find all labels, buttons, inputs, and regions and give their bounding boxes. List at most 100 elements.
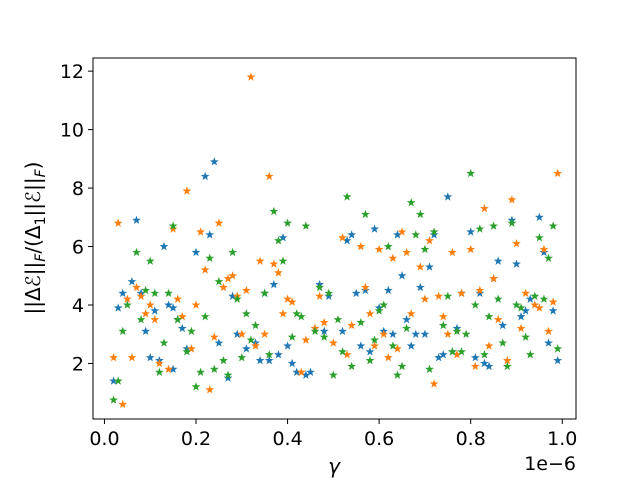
data-point xyxy=(544,326,553,336)
data-point xyxy=(484,341,494,350)
data-point xyxy=(521,306,531,315)
x-offset-label: 1e−6 xyxy=(524,453,576,475)
data-point xyxy=(283,294,292,303)
data-point xyxy=(168,221,178,230)
data-point xyxy=(278,233,288,242)
data-point xyxy=(438,320,448,330)
data-point xyxy=(187,326,196,336)
data-point xyxy=(260,288,270,298)
data-point xyxy=(512,239,521,248)
data-point xyxy=(502,361,512,371)
data-point xyxy=(168,303,178,312)
data-point xyxy=(237,329,247,338)
data-point xyxy=(466,244,476,254)
data-point xyxy=(553,344,563,353)
data-point xyxy=(251,320,260,330)
data-point xyxy=(425,262,434,271)
data-point xyxy=(443,329,453,338)
data-point xyxy=(397,361,407,371)
data-point xyxy=(393,344,402,353)
data-point xyxy=(109,376,118,385)
data-point xyxy=(425,364,434,374)
data-point xyxy=(274,268,283,277)
data-point xyxy=(370,335,379,344)
data-point xyxy=(443,192,453,201)
data-point xyxy=(209,332,219,341)
x-tick-label: 1.0 xyxy=(547,428,577,450)
data-point xyxy=(319,332,329,341)
data-point xyxy=(269,259,279,268)
data-point xyxy=(516,303,526,312)
data-point xyxy=(338,233,347,242)
data-point xyxy=(319,317,329,327)
data-point xyxy=(196,367,205,376)
data-point xyxy=(228,291,238,300)
data-point xyxy=(356,317,366,327)
data-point xyxy=(351,288,361,298)
data-point xyxy=(539,294,549,303)
y-tick-label: 12 xyxy=(60,61,84,83)
data-point xyxy=(379,329,389,338)
data-point xyxy=(145,256,155,265)
data-point xyxy=(415,262,425,271)
data-point xyxy=(347,230,357,239)
data-point xyxy=(214,338,224,347)
data-point xyxy=(205,385,215,394)
data-point xyxy=(374,306,384,315)
y-tick-label: 8 xyxy=(72,178,84,200)
y-tick-label: 10 xyxy=(60,120,84,142)
data-point xyxy=(205,230,215,239)
data-point xyxy=(338,326,347,336)
data-point xyxy=(118,288,128,298)
data-point xyxy=(296,312,306,321)
data-point xyxy=(132,215,141,224)
data-point xyxy=(548,221,558,230)
data-point xyxy=(420,329,430,338)
data-point xyxy=(356,241,366,251)
data-point xyxy=(118,326,128,336)
data-point xyxy=(177,323,187,333)
data-point xyxy=(191,247,201,257)
data-point xyxy=(411,329,421,338)
y-label-part: ||Δ xyxy=(21,287,45,314)
y-label-part: || xyxy=(21,262,45,275)
data-point xyxy=(315,282,324,292)
points-layer xyxy=(109,72,563,409)
data-point xyxy=(420,294,430,303)
data-point xyxy=(338,347,347,356)
data-point xyxy=(342,350,352,359)
data-point xyxy=(461,329,471,338)
data-point xyxy=(530,300,540,309)
y-label-part: F xyxy=(33,168,49,177)
data-point xyxy=(383,241,393,251)
data-point xyxy=(287,297,297,306)
data-point xyxy=(502,355,512,365)
data-point xyxy=(209,157,219,166)
data-point xyxy=(296,367,306,376)
data-point xyxy=(274,350,283,359)
data-point xyxy=(246,72,256,81)
data-point xyxy=(141,326,151,336)
data-point xyxy=(356,341,366,350)
data-point xyxy=(402,323,411,333)
data-point xyxy=(232,294,242,303)
data-point xyxy=(493,294,503,303)
data-point xyxy=(324,288,334,298)
data-point xyxy=(182,347,192,356)
data-point xyxy=(132,247,141,257)
data-point xyxy=(393,370,402,379)
data-point xyxy=(251,341,260,350)
data-point xyxy=(425,236,434,245)
data-point xyxy=(507,218,517,227)
data-point xyxy=(484,361,494,371)
data-point xyxy=(480,203,489,213)
x-tick-label: 0.8 xyxy=(456,428,486,450)
data-point xyxy=(113,303,123,312)
series-2 xyxy=(109,72,563,409)
data-point xyxy=(260,329,270,338)
data-point xyxy=(241,309,251,318)
data-point xyxy=(420,244,430,254)
data-point xyxy=(347,320,357,330)
data-point xyxy=(415,209,425,219)
